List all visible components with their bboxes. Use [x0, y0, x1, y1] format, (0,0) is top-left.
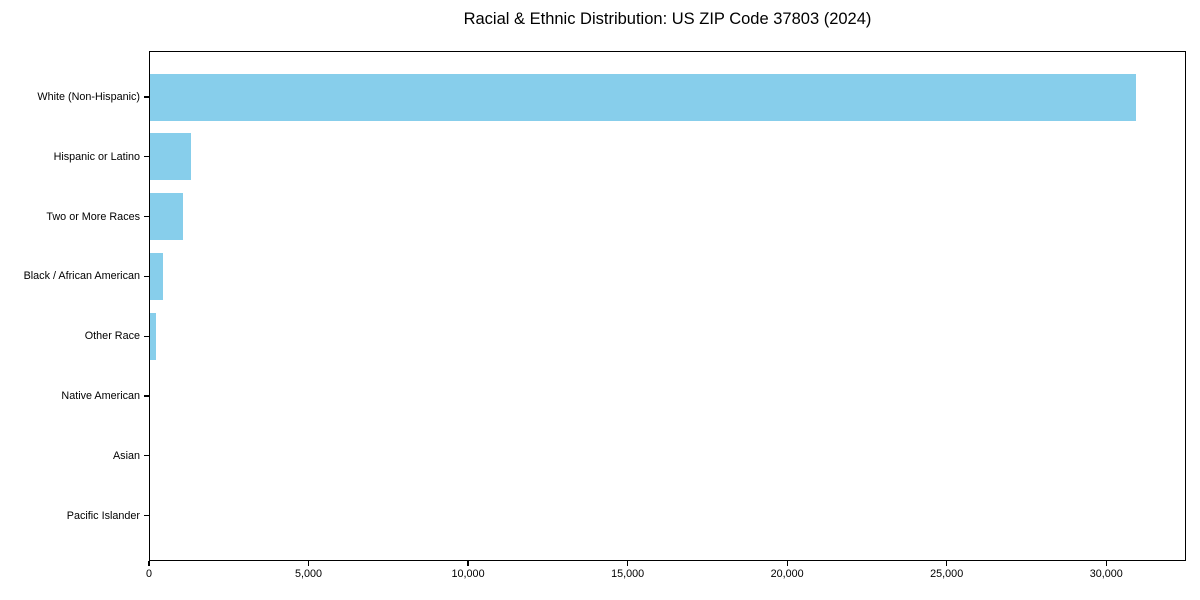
x-axis-tick: [467, 561, 469, 566]
x-axis-tick: [786, 561, 788, 566]
x-axis-label: 0: [145, 568, 152, 580]
bar: [150, 312, 156, 360]
y-axis-label: Other Race: [84, 330, 140, 343]
plot-area: [149, 51, 1186, 561]
x-axis-label: 25,000: [930, 568, 964, 580]
y-axis-tick: [144, 96, 149, 98]
x-axis-tick: [626, 561, 629, 566]
bar: [150, 73, 1137, 121]
x-axis-label: 30,000: [1089, 568, 1123, 580]
x-axis-label: 10,000: [451, 568, 485, 580]
x-axis-label: 5,000: [295, 568, 323, 580]
y-axis-label: White (Non-Hispanic): [37, 91, 140, 103]
bar: [150, 252, 164, 300]
y-axis-label: Native American: [61, 390, 140, 402]
bar: [150, 193, 183, 241]
y-axis-tick: [144, 156, 149, 158]
y-axis-tick: [144, 215, 149, 218]
y-axis-tick: [144, 395, 149, 397]
y-axis-label: Black / African American: [23, 270, 140, 283]
y-axis-label: Hispanic or Latino: [53, 150, 140, 163]
bar: [150, 133, 192, 181]
x-axis-tick: [946, 561, 948, 566]
x-axis-tick: [307, 561, 310, 566]
y-axis-label: Asian: [112, 449, 140, 462]
x-axis-label: 15,000: [611, 568, 645, 580]
y-axis-tick: [144, 514, 149, 517]
x-axis-tick: [148, 561, 150, 566]
y-axis-label: Two or More Races: [46, 210, 140, 223]
y-axis-tick: [144, 275, 149, 278]
y-axis-label: Pacific Islander: [66, 509, 140, 522]
x-axis-tick: [1105, 561, 1107, 566]
x-axis-label: 20,000: [770, 568, 804, 580]
chart-title: Racial & Ethnic Distribution: US ZIP Cod…: [463, 10, 872, 28]
y-axis-tick: [144, 455, 149, 457]
y-axis-tick: [144, 335, 149, 337]
